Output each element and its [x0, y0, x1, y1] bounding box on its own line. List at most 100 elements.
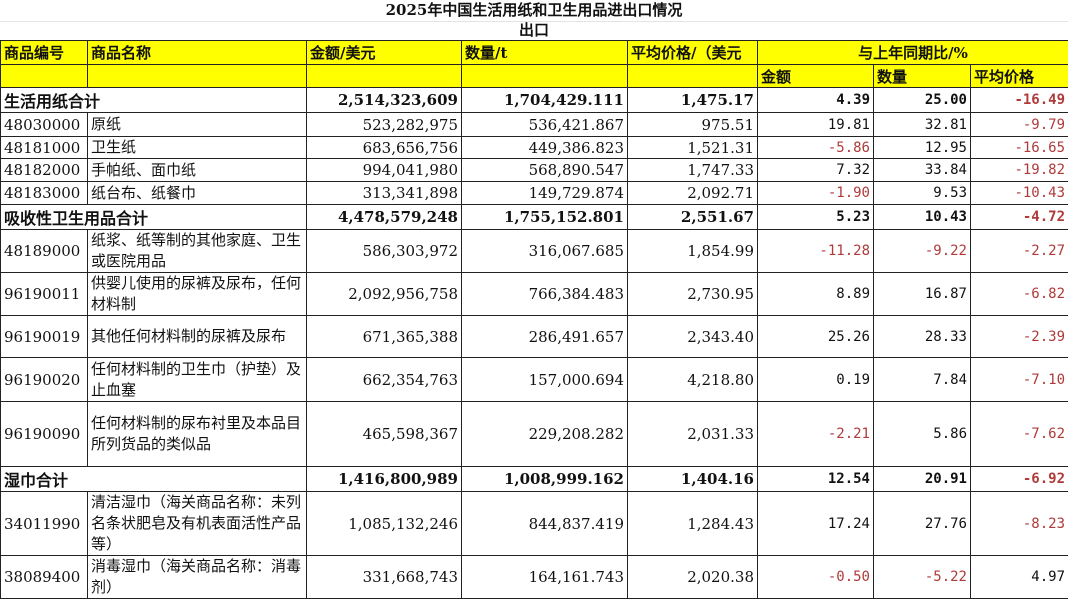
yoy-avg-price-cell[interactable]: -4.72	[971, 205, 1068, 230]
quantity-cell[interactable]: 157,000.694	[462, 358, 628, 402]
product-name-cell[interactable]: 任何材料制的尿布衬里及本品目所列货品的类似品	[88, 402, 307, 467]
yoy-avg-price-cell[interactable]: -10.43	[971, 182, 1068, 205]
quantity-cell[interactable]: 449,386.823	[462, 137, 628, 159]
quantity-cell[interactable]: 164,161.743	[462, 556, 628, 599]
yoy-quantity-cell[interactable]: 25.00	[874, 88, 971, 113]
header-yoy[interactable]: 与上年同期比/%	[758, 41, 1068, 65]
product-name-cell[interactable]: 任何材料制的卫生巾（护垫）及止血塞	[88, 358, 307, 402]
amount-cell[interactable]: 2,092,956,758	[307, 273, 462, 316]
yoy-amount-cell[interactable]: 0.19	[758, 358, 874, 402]
product-name-cell[interactable]: 卫生纸	[88, 137, 307, 159]
yoy-avg-price-cell[interactable]: -6.82	[971, 273, 1068, 316]
yoy-amount-cell[interactable]: 12.54	[758, 467, 874, 492]
amount-cell[interactable]: 671,365,388	[307, 316, 462, 358]
row-label[interactable]: 生活用纸合计	[1, 88, 307, 113]
product-name-cell[interactable]: 纸浆、纸等制的其他家庭、卫生或医院用品	[88, 230, 307, 273]
amount-cell[interactable]: 331,668,743	[307, 556, 462, 599]
header-blank[interactable]	[1, 65, 88, 88]
yoy-avg-price-cell[interactable]: -9.79	[971, 113, 1068, 137]
yoy-avg-price-cell[interactable]: -8.23	[971, 492, 1068, 556]
amount-cell[interactable]: 465,598,367	[307, 402, 462, 467]
amount-cell[interactable]: 683,656,756	[307, 137, 462, 159]
product-name-cell[interactable]: 消毒湿巾（海关商品名称：消毒剂）	[88, 556, 307, 599]
yoy-quantity-cell[interactable]: 16.87	[874, 273, 971, 316]
yoy-quantity-cell[interactable]: 33.84	[874, 159, 971, 182]
yoy-avg-price-cell[interactable]: -2.39	[971, 316, 1068, 358]
product-name-cell[interactable]: 清洁湿巾（海关商品名称：未列名条状肥皂及有机表面活性产品等）	[88, 492, 307, 556]
yoy-avg-price-cell[interactable]: -7.10	[971, 358, 1068, 402]
header-code[interactable]: 商品编号	[1, 41, 88, 65]
yoy-amount-cell[interactable]: 5.23	[758, 205, 874, 230]
avg-price-cell[interactable]: 2,730.95	[628, 273, 758, 316]
quantity-cell[interactable]: 1,008,999.162	[462, 467, 628, 492]
yoy-avg-price-cell[interactable]: -16.49	[971, 88, 1068, 113]
yoy-quantity-cell[interactable]: 20.91	[874, 467, 971, 492]
avg-price-cell[interactable]: 1,475.17	[628, 88, 758, 113]
hs-code-cell[interactable]: 96190020	[1, 358, 88, 402]
header-yoy-amount[interactable]: 金额	[758, 65, 874, 88]
yoy-amount-cell[interactable]: 8.89	[758, 273, 874, 316]
header-blank[interactable]	[628, 65, 758, 88]
amount-cell[interactable]: 523,282,975	[307, 113, 462, 137]
yoy-quantity-cell[interactable]: -5.22	[874, 556, 971, 599]
avg-price-cell[interactable]: 2,551.67	[628, 205, 758, 230]
hs-code-cell[interactable]: 38089400	[1, 556, 88, 599]
quantity-cell[interactable]: 536,421.867	[462, 113, 628, 137]
amount-cell[interactable]: 586,303,972	[307, 230, 462, 273]
yoy-amount-cell[interactable]: 17.24	[758, 492, 874, 556]
product-name-cell[interactable]: 其他任何材料制的尿裤及尿布	[88, 316, 307, 358]
header-yoy-avg-price[interactable]: 平均价格	[971, 65, 1068, 88]
row-label[interactable]: 湿巾合计	[1, 467, 307, 492]
header-blank[interactable]	[88, 65, 307, 88]
yoy-amount-cell[interactable]: -2.21	[758, 402, 874, 467]
yoy-avg-price-cell[interactable]: -16.65	[971, 137, 1068, 159]
yoy-quantity-cell[interactable]: 7.84	[874, 358, 971, 402]
product-name-cell[interactable]: 供婴儿使用的尿裤及尿布，任何材料制	[88, 273, 307, 316]
yoy-amount-cell[interactable]: -5.86	[758, 137, 874, 159]
yoy-amount-cell[interactable]: 19.81	[758, 113, 874, 137]
header-quantity[interactable]: 数量/t	[462, 41, 628, 65]
header-name[interactable]: 商品名称	[88, 41, 307, 65]
quantity-cell[interactable]: 149,729.874	[462, 182, 628, 205]
avg-price-cell[interactable]: 1,284.43	[628, 492, 758, 556]
amount-cell[interactable]: 994,041,980	[307, 159, 462, 182]
hs-code-cell[interactable]: 48030000	[1, 113, 88, 137]
header-amount[interactable]: 金额/美元	[307, 41, 462, 65]
yoy-quantity-cell[interactable]: 10.43	[874, 205, 971, 230]
yoy-avg-price-cell[interactable]: -19.82	[971, 159, 1068, 182]
quantity-cell[interactable]: 568,890.547	[462, 159, 628, 182]
avg-price-cell[interactable]: 2,031.33	[628, 402, 758, 467]
hs-code-cell[interactable]: 96190090	[1, 402, 88, 467]
avg-price-cell[interactable]: 2,092.71	[628, 182, 758, 205]
yoy-amount-cell[interactable]: -11.28	[758, 230, 874, 273]
amount-cell[interactable]: 1,085,132,246	[307, 492, 462, 556]
avg-price-cell[interactable]: 2,020.38	[628, 556, 758, 599]
header-blank[interactable]	[462, 65, 628, 88]
yoy-quantity-cell[interactable]: 5.86	[874, 402, 971, 467]
amount-cell[interactable]: 662,354,763	[307, 358, 462, 402]
hs-code-cell[interactable]: 34011990	[1, 492, 88, 556]
yoy-quantity-cell[interactable]: -9.22	[874, 230, 971, 273]
avg-price-cell[interactable]: 975.51	[628, 113, 758, 137]
quantity-cell[interactable]: 844,837.419	[462, 492, 628, 556]
hs-code-cell[interactable]: 48181000	[1, 137, 88, 159]
row-label[interactable]: 吸收性卫生用品合计	[1, 205, 307, 230]
quantity-cell[interactable]: 286,491.657	[462, 316, 628, 358]
hs-code-cell[interactable]: 48183000	[1, 182, 88, 205]
avg-price-cell[interactable]: 1,521.31	[628, 137, 758, 159]
avg-price-cell[interactable]: 2,343.40	[628, 316, 758, 358]
quantity-cell[interactable]: 766,384.483	[462, 273, 628, 316]
quantity-cell[interactable]: 1,755,152.801	[462, 205, 628, 230]
yoy-avg-price-cell[interactable]: 4.97	[971, 556, 1068, 599]
avg-price-cell[interactable]: 1,854.99	[628, 230, 758, 273]
yoy-amount-cell[interactable]: -1.90	[758, 182, 874, 205]
yoy-amount-cell[interactable]: -0.50	[758, 556, 874, 599]
header-yoy-quantity[interactable]: 数量	[874, 65, 971, 88]
product-name-cell[interactable]: 原纸	[88, 113, 307, 137]
hs-code-cell[interactable]: 96190019	[1, 316, 88, 358]
yoy-quantity-cell[interactable]: 32.81	[874, 113, 971, 137]
yoy-quantity-cell[interactable]: 28.33	[874, 316, 971, 358]
header-blank[interactable]	[307, 65, 462, 88]
header-avg-price[interactable]: 平均价格/（美元	[628, 41, 758, 65]
yoy-quantity-cell[interactable]: 12.95	[874, 137, 971, 159]
